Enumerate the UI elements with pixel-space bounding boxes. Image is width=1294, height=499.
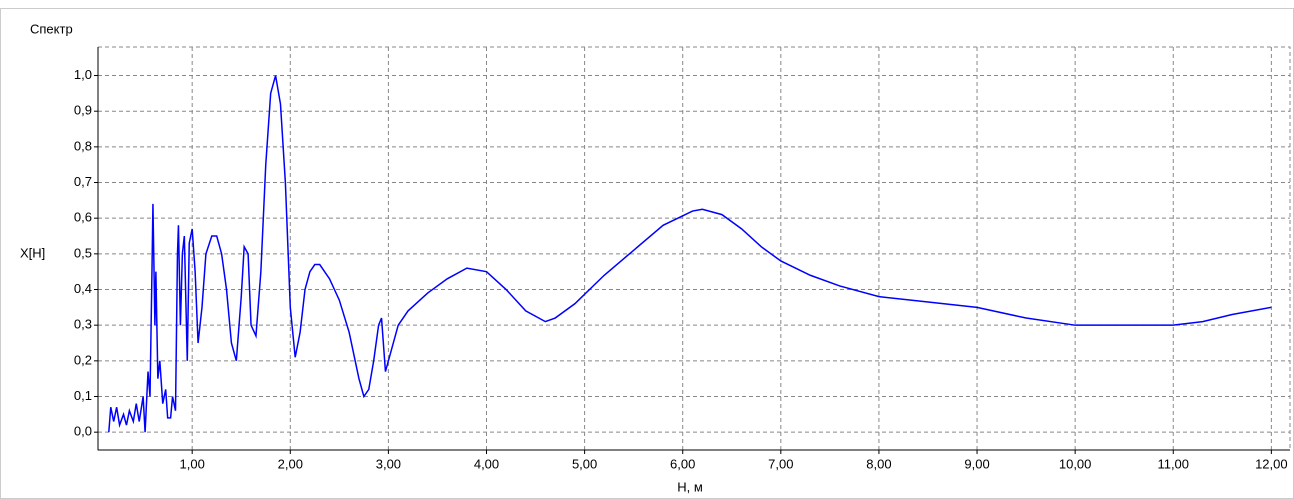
x-tick-label: 9,00 — [964, 456, 989, 471]
chart-title: Спектр — [30, 21, 73, 36]
x-tick-label: 10,00 — [1059, 456, 1092, 471]
x-tick-label: 7,00 — [768, 456, 793, 471]
x-tick-label: 3,00 — [376, 456, 401, 471]
y-tick-label: 0,2 — [74, 352, 92, 367]
y-tick-label: 0,4 — [74, 281, 92, 296]
y-tick-label: 0,1 — [74, 388, 92, 403]
y-tick-label: 0,0 — [74, 424, 92, 439]
x-tick-label: 8,00 — [866, 456, 891, 471]
x-tick-label: 6,00 — [670, 456, 695, 471]
x-tick-label: 2,00 — [278, 456, 303, 471]
y-tick-label: 0,8 — [74, 138, 92, 153]
data-line — [108, 75, 1272, 433]
x-tick-label: 5,00 — [572, 456, 597, 471]
y-tick-label: 0,9 — [74, 103, 92, 118]
y-tick-label: 0,5 — [74, 245, 92, 260]
x-tick-label: 4,00 — [474, 456, 499, 471]
x-tick-label: 12,00 — [1255, 456, 1288, 471]
x-axis-label: H, м — [677, 479, 703, 494]
y-tick-label: 1,0 — [74, 67, 92, 82]
y-tick-label: 0,6 — [74, 210, 92, 225]
y-tick-label: 0,7 — [74, 174, 92, 189]
x-tick-label: 1,00 — [180, 456, 205, 471]
y-axis-label: X[H] — [20, 245, 45, 260]
x-tick-label: 11,00 — [1157, 456, 1189, 471]
y-tick-label: 0,3 — [74, 317, 92, 332]
